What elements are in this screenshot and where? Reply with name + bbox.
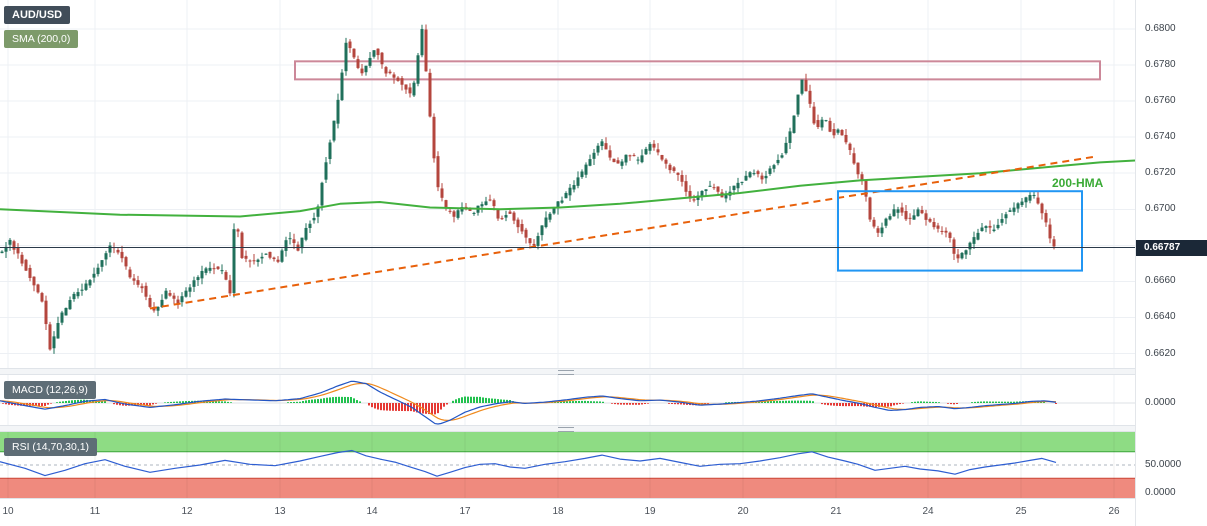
macd-pane[interactable] xyxy=(0,375,1135,425)
macd-indicator-badge[interactable]: MACD (12,26,9) xyxy=(4,381,96,399)
macd-signal-line xyxy=(0,382,1057,422)
date-tick-label: 13 xyxy=(274,506,286,517)
date-tick-label: 21 xyxy=(830,506,842,517)
price-tick-label: 0.6800 xyxy=(1145,22,1176,34)
price-tick-label: 0.6700 xyxy=(1145,203,1176,215)
rsi-zero-label: 0.0000 xyxy=(1145,487,1176,498)
date-tick-label: 20 xyxy=(737,506,749,517)
date-tick-label: 14 xyxy=(366,506,378,517)
pane-separator[interactable] xyxy=(0,425,1135,432)
sma-indicator-badge[interactable]: SMA (200,0) xyxy=(4,30,79,48)
rsi-pane[interactable] xyxy=(0,432,1135,498)
rsi-overbought-band xyxy=(0,432,1135,452)
symbol-badge[interactable]: AUD/USD xyxy=(4,6,71,24)
rsi-indicator-badge[interactable]: RSI (14,70,30,1) xyxy=(4,438,98,456)
price-tick-label: 0.6720 xyxy=(1145,167,1176,179)
sma-line xyxy=(0,159,1135,218)
hma-line-label: 200-HMA xyxy=(1052,176,1104,190)
price-tick-label: 0.6740 xyxy=(1145,131,1176,143)
macd-line xyxy=(0,380,1057,425)
candles xyxy=(0,24,1056,354)
date-tick-label: 10 xyxy=(2,506,14,517)
date-tick-label: 25 xyxy=(1015,506,1027,517)
date-tick-label: 12 xyxy=(181,506,193,517)
gridlines xyxy=(0,0,1135,368)
date-tick-label: 18 xyxy=(552,506,564,517)
date-tick-label: 19 xyxy=(644,506,656,517)
price-tick-label: 0.6780 xyxy=(1145,58,1176,70)
resistance-zone-box xyxy=(294,60,1101,81)
price-axis[interactable]: 0.66787 0.0000 50.0000 0.0000 0.6800 0.67… xyxy=(1135,0,1207,526)
date-tick-label: 17 xyxy=(459,506,471,517)
price-tick-label: 0.6660 xyxy=(1145,275,1176,287)
pane-separator[interactable] xyxy=(0,368,1135,375)
time-axis[interactable]: 10 11 12 13 14 17 18 19 20 21 24 25 26 xyxy=(0,498,1135,526)
separator-drag-handle[interactable] xyxy=(558,427,574,432)
price-tick-label: 0.6620 xyxy=(1145,347,1176,359)
date-tick-label: 26 xyxy=(1108,506,1120,517)
separator-drag-handle[interactable] xyxy=(558,370,574,375)
date-tick-label: 11 xyxy=(89,506,101,517)
rsi-line xyxy=(0,449,1057,477)
macd-zero-label: 0.0000 xyxy=(1145,397,1176,408)
price-tick-label: 0.6640 xyxy=(1145,311,1176,323)
rsi-mid-label: 50.0000 xyxy=(1145,459,1182,470)
price-pane[interactable] xyxy=(0,0,1135,368)
current-price-badge: 0.66787 xyxy=(1136,239,1207,256)
price-tick-label: 0.6760 xyxy=(1145,95,1176,107)
date-tick-label: 24 xyxy=(922,506,934,517)
rsi-oversold-band xyxy=(0,478,1135,498)
trendline xyxy=(149,155,1094,310)
macd-histogram xyxy=(2,396,1057,415)
consolidation-box xyxy=(837,190,1083,272)
